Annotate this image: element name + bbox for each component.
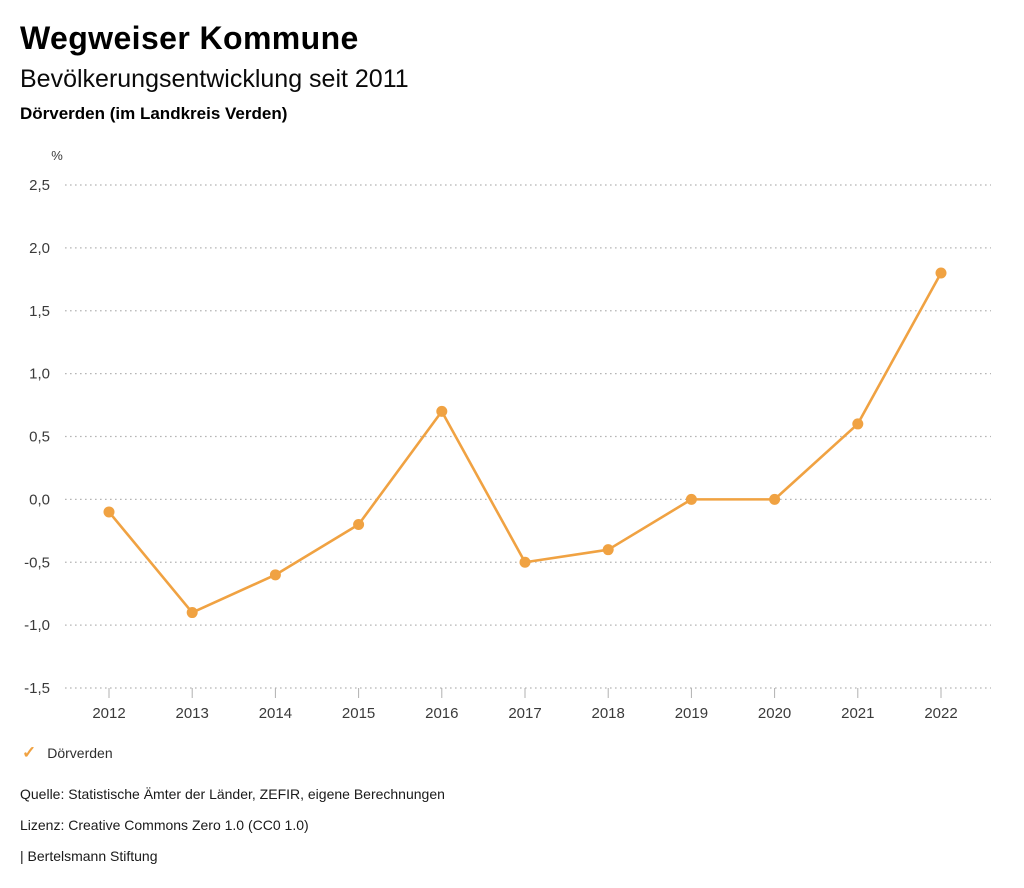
y-axis-tick-label: -1,5 <box>24 680 50 697</box>
chart-area: % 2,5 2,0 1,5 1,0 0,5 0,0 -0,5 -1,0 -1,5 2012 2013 2… <box>0 140 1024 740</box>
y-axis-tick-label: 2,5 <box>29 177 50 194</box>
y-axis-unit-label: % <box>51 148 63 163</box>
data-point-2020[interactable] <box>769 493 781 505</box>
data-point-2022[interactable] <box>935 267 947 279</box>
app-title: Wegweiser Kommune <box>20 20 359 56</box>
x-axis-tick-label: 2018 <box>592 705 625 722</box>
x-axis-tick-label: 2020 <box>758 705 791 722</box>
source-text: Quelle: Statistische Ämter der Länder, Z… <box>20 786 445 802</box>
license-text: Lizenz: Creative Commons Zero 1.0 (CC0 1… <box>20 817 309 833</box>
legend-label: Dörverden <box>47 744 113 761</box>
y-axis-tick-label: 2,0 <box>29 240 50 257</box>
data-point-2021[interactable] <box>852 418 864 430</box>
x-axis-tick-label: 2017 <box>508 705 541 722</box>
y-axis-tick-label: 0,0 <box>29 491 50 508</box>
data-point-2014[interactable] <box>269 569 281 581</box>
data-point-2019[interactable] <box>685 493 697 505</box>
y-axis-tick-label: 1,5 <box>29 303 50 320</box>
x-axis-tick-label: 2013 <box>176 705 209 722</box>
data-point-2018[interactable] <box>602 544 614 556</box>
region-subtitle: Dörverden (im Landkreis Verden) <box>20 104 288 123</box>
y-axis-tick-label: -1,0 <box>24 617 50 634</box>
x-axis-tick-label: 2014 <box>259 705 292 722</box>
data-point-2012[interactable] <box>103 506 115 518</box>
x-axis-tick-label: 2022 <box>924 705 957 722</box>
x-axis-tick-label: 2019 <box>675 705 708 722</box>
chart-title: Bevölkerungsentwicklung seit 2011 <box>20 65 409 93</box>
check-icon: ✓ <box>22 743 37 762</box>
y-axis-tick-label: 0,5 <box>29 429 50 446</box>
x-axis-tick-label: 2021 <box>841 705 874 722</box>
data-point-2017[interactable] <box>519 556 531 568</box>
x-axis-tick-label: 2015 <box>342 705 375 722</box>
x-axis-tick-label: 2016 <box>425 705 458 722</box>
attribution-text: | Bertelsmann Stiftung <box>20 848 158 864</box>
y-axis-tick-label: 1,0 <box>29 366 50 383</box>
data-point-2013[interactable] <box>186 607 198 619</box>
line-chart: %2,5 2,0 1,5 1,0 0,5 0,0 -0,5 -1,0 -1,5 2012 2013 2… <box>24 148 991 722</box>
x-axis-tick-label: 2012 <box>92 705 125 722</box>
y-axis-tick-label: -0,5 <box>24 554 50 571</box>
data-point-2015[interactable] <box>353 519 365 531</box>
legend-item-doerverden[interactable]: ✓ Dörverden <box>22 744 113 761</box>
data-point-2016[interactable] <box>436 405 448 417</box>
